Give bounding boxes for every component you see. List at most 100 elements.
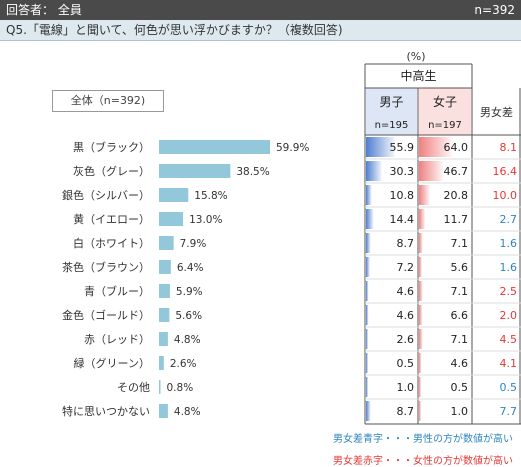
overall-value-label: 5.6% xyxy=(175,310,202,322)
male-cell-bar xyxy=(366,257,370,277)
male-value: 4.6 xyxy=(397,309,415,322)
overall-value-label: 4.8% xyxy=(174,406,201,418)
diff-value: 10.0 xyxy=(493,189,518,202)
male-cell-bar xyxy=(366,329,368,349)
male-value: 7.2 xyxy=(397,261,415,274)
female-cell-bar xyxy=(419,329,423,349)
male-value: 2.6 xyxy=(397,333,415,346)
respondent-label: 回答者： 全員 xyxy=(6,3,82,17)
female-cell-bar xyxy=(419,281,423,301)
overall-bar xyxy=(159,260,171,274)
diff-header: 男女差 xyxy=(480,105,513,119)
male-value: 8.7 xyxy=(397,237,415,250)
overall-value-label: 5.9% xyxy=(176,286,203,298)
male-value: 55.9 xyxy=(390,141,415,154)
female-header-bg xyxy=(419,88,471,135)
question-bar: Q5.「電線」と聞いて、何色が思い浮かびますか？（複数回答) xyxy=(0,20,521,41)
overall-value-label: 7.9% xyxy=(180,238,207,250)
overall-value-label: 59.9% xyxy=(276,142,309,154)
category-label: 黄（イエロー） xyxy=(73,212,150,226)
male-value: 8.7 xyxy=(397,405,415,418)
female-value: 7.1 xyxy=(451,285,469,298)
female-n: n=197 xyxy=(428,120,462,131)
category-label: その他 xyxy=(117,381,150,394)
overall-bar xyxy=(159,140,270,154)
category-label: 茶色（ブラウン） xyxy=(62,260,150,274)
male-cell-bar xyxy=(366,353,368,373)
respondent-count: n=392 xyxy=(474,3,515,17)
male-header-bg xyxy=(366,88,417,135)
male-cell-bar xyxy=(366,185,372,205)
overall-bar xyxy=(159,332,168,346)
male-cell-bar xyxy=(366,377,368,397)
male-header: 男子 xyxy=(379,95,403,109)
overall-value-label: 38.5% xyxy=(236,166,269,178)
female-value: 1.0 xyxy=(451,405,469,418)
overall-bar xyxy=(159,164,231,178)
diff-value: 2.0 xyxy=(500,309,518,322)
category-label: 白（ホワイト） xyxy=(73,236,150,250)
female-value: 20.8 xyxy=(444,189,469,202)
overall-bar xyxy=(159,284,170,298)
diff-value: 4.5 xyxy=(500,333,518,346)
overall-value-label: 2.6% xyxy=(170,358,197,370)
overall-bar xyxy=(159,188,189,202)
male-cell-bar xyxy=(366,281,369,301)
male-cell-bar xyxy=(366,161,382,181)
male-cell-bar xyxy=(366,209,374,229)
category-label: 黒（ブラック） xyxy=(73,140,150,154)
table-unit: (%) xyxy=(406,50,426,63)
female-cell-bar xyxy=(419,401,421,421)
female-value: 7.1 xyxy=(451,333,469,346)
male-value: 30.3 xyxy=(390,165,415,178)
question-text: Q5.「電線」と聞いて、何色が思い浮かびますか？（複数回答) xyxy=(6,23,343,37)
overall-value-label: 6.4% xyxy=(177,262,204,274)
female-value: 7.1 xyxy=(451,237,469,250)
overall-bar xyxy=(159,308,170,322)
category-label: 金色（ゴールド） xyxy=(62,308,150,322)
female-cell-bar xyxy=(419,305,423,325)
diff-value: 2.7 xyxy=(500,213,518,226)
overall-bar xyxy=(159,356,164,370)
female-cell-bar xyxy=(419,185,430,205)
male-cell-bar xyxy=(366,305,369,325)
male-value: 1.0 xyxy=(397,381,415,394)
overall-value-label: 13.0% xyxy=(189,214,222,226)
female-cell-bar xyxy=(419,353,422,373)
female-value: 11.7 xyxy=(444,213,469,226)
female-header: 女子 xyxy=(433,94,457,109)
diff-value: 4.1 xyxy=(500,357,518,370)
diff-value: 16.4 xyxy=(493,165,518,178)
female-value: 0.5 xyxy=(451,381,469,394)
overall-value-label: 0.8% xyxy=(167,382,194,394)
diff-value: 1.6 xyxy=(500,237,518,250)
diff-value: 8.1 xyxy=(500,141,518,154)
male-value: 4.6 xyxy=(397,285,415,298)
category-label: 銀色（シルバー） xyxy=(62,188,150,202)
female-value: 64.0 xyxy=(444,141,469,154)
category-label: 灰色（グレー） xyxy=(73,164,150,178)
female-cell-bar xyxy=(419,161,443,181)
category-label: 緑（グリーン） xyxy=(74,356,150,370)
male-cell-bar xyxy=(366,401,371,421)
overall-value-label: 4.8% xyxy=(174,334,201,346)
male-n: n=195 xyxy=(375,120,409,131)
note-red: 男女差赤字・・・女性の方が数値が高い xyxy=(333,456,513,467)
female-value: 46.7 xyxy=(444,165,469,178)
overall-value-label: 15.8% xyxy=(194,190,227,202)
female-value: 4.6 xyxy=(451,357,469,370)
category-label: 青（ブルー） xyxy=(84,284,150,298)
overall-bar xyxy=(159,380,161,394)
female-cell-bar xyxy=(419,257,422,277)
respondent-header: 回答者： 全員 n=392 xyxy=(0,0,521,20)
male-value: 10.8 xyxy=(390,189,415,202)
overall-bar xyxy=(159,236,174,250)
female-value: 6.6 xyxy=(451,309,469,322)
male-value: 14.4 xyxy=(390,213,415,226)
overall-bar xyxy=(159,404,168,418)
overall-legend: 全体（n=392) xyxy=(52,90,164,112)
female-cell-bar xyxy=(419,377,421,397)
male-value: 0.5 xyxy=(397,357,415,370)
female-cell-bar xyxy=(419,233,423,253)
